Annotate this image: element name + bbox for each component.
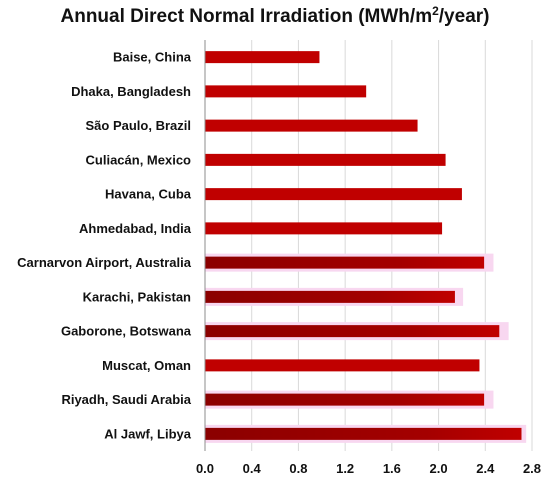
bar <box>205 359 480 372</box>
bar <box>205 51 320 64</box>
x-tick-label: 2.8 <box>523 461 541 476</box>
category-label: Al Jawf, Libya <box>104 426 191 441</box>
bar <box>205 256 485 269</box>
gridlines <box>251 40 533 451</box>
bar <box>205 188 462 201</box>
x-tick-label: 2.4 <box>476 461 495 476</box>
category-labels: Baise, China Dhaka, Bangladesh São Paulo, … <box>17 50 192 442</box>
bar <box>205 85 367 98</box>
bar <box>205 153 446 166</box>
x-tick-label: 0.4 <box>243 461 262 476</box>
bar <box>205 427 522 440</box>
x-tick-label: 0.0 <box>196 461 214 476</box>
bar <box>205 290 455 303</box>
x-tick-label: 2.0 <box>430 461 448 476</box>
category-label: Riyadh, Saudi Arabia <box>61 392 191 407</box>
bars <box>205 51 522 440</box>
x-tick-label: 0.8 <box>289 461 307 476</box>
category-label: Dhaka, Bangladesh <box>71 84 191 99</box>
bar <box>205 393 485 406</box>
x-tick-label: 1.2 <box>336 461 354 476</box>
title-superscript: 2 <box>432 4 439 18</box>
category-label: Culiacán, Mexico <box>86 152 192 167</box>
bar-glows <box>205 253 527 443</box>
category-label: Baise, China <box>113 50 192 65</box>
x-tick-label: 1.6 <box>383 461 401 476</box>
category-label: Carnarvon Airport, Australia <box>17 255 192 270</box>
bar <box>205 325 500 338</box>
category-label: São Paulo, Brazil <box>86 118 191 133</box>
chart-title: Annual Direct Normal Irradiation (MWh/m2… <box>61 4 490 27</box>
category-label: Muscat, Oman <box>102 358 191 373</box>
category-label: Karachi, Pakistan <box>83 289 191 304</box>
bar <box>205 222 443 235</box>
category-label: Gaborone, Botswana <box>61 324 192 339</box>
x-tick-labels: 0.0 0.4 0.8 1.2 1.6 2.0 2.4 2.8 <box>196 461 541 476</box>
category-label: Ahmedabad, India <box>79 221 192 236</box>
bar <box>205 119 418 132</box>
category-label: Havana, Cuba <box>105 187 192 202</box>
